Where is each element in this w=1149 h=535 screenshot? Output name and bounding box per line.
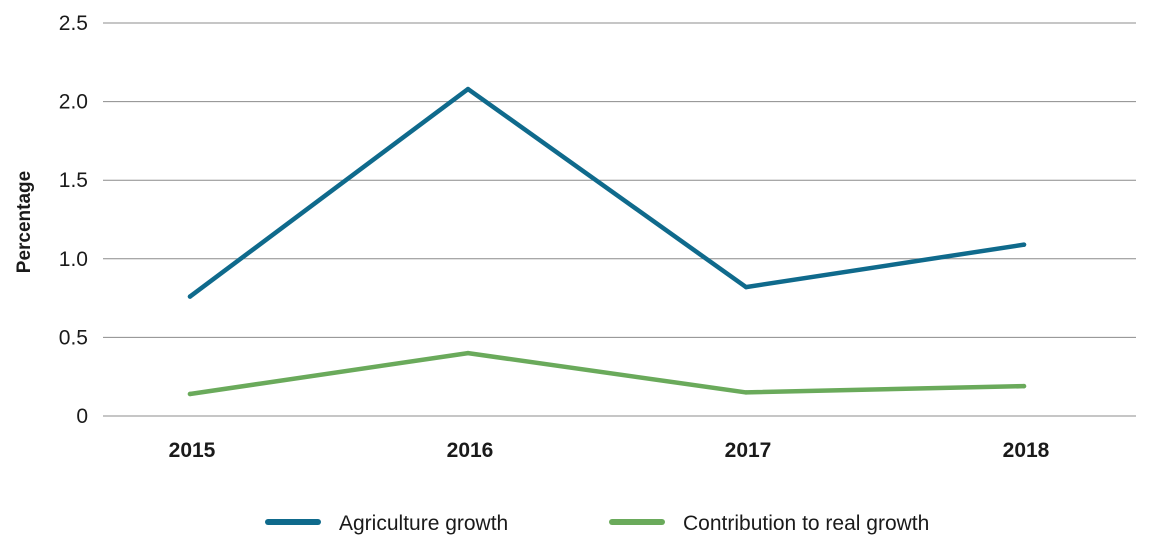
x-tick-label: 2017 xyxy=(725,439,772,462)
data-point xyxy=(1021,242,1027,247)
data-point xyxy=(187,294,193,299)
data-point xyxy=(743,284,749,290)
x-tick-label: 2016 xyxy=(447,439,494,462)
data-point xyxy=(187,391,193,397)
series-line-contribution-to-real-growth xyxy=(187,350,1027,397)
legend-label: Contribution to real growth xyxy=(683,512,929,535)
x-tick-label: 2018 xyxy=(1003,439,1050,462)
data-point xyxy=(743,390,749,395)
data-point xyxy=(465,350,471,356)
legend: Agriculture growth Contribution to real g… xyxy=(265,512,929,535)
y-tick-label: 2.5 xyxy=(59,12,88,35)
gridlines xyxy=(103,22,1136,417)
y-axis-ticks: 0 0.5 1.0 1.5 2.0 2.5 xyxy=(59,12,88,428)
y-tick-label: 1.5 xyxy=(59,169,88,192)
y-tick-label: 1.0 xyxy=(59,248,88,271)
x-tick-label: 2015 xyxy=(169,439,216,462)
y-tick-label: 0 xyxy=(76,405,88,428)
y-axis-title: Percentage xyxy=(14,171,35,273)
series-line-agriculture-growth xyxy=(187,86,1027,299)
y-tick-label: 0.5 xyxy=(59,326,88,349)
series-lines xyxy=(187,86,1027,397)
x-axis-ticks: 2015 2016 2017 2018 xyxy=(169,439,1050,462)
data-point xyxy=(1021,383,1027,389)
y-tick-label: 2.0 xyxy=(59,91,88,114)
legend-label: Agriculture growth xyxy=(339,512,508,535)
data-point xyxy=(465,86,471,92)
